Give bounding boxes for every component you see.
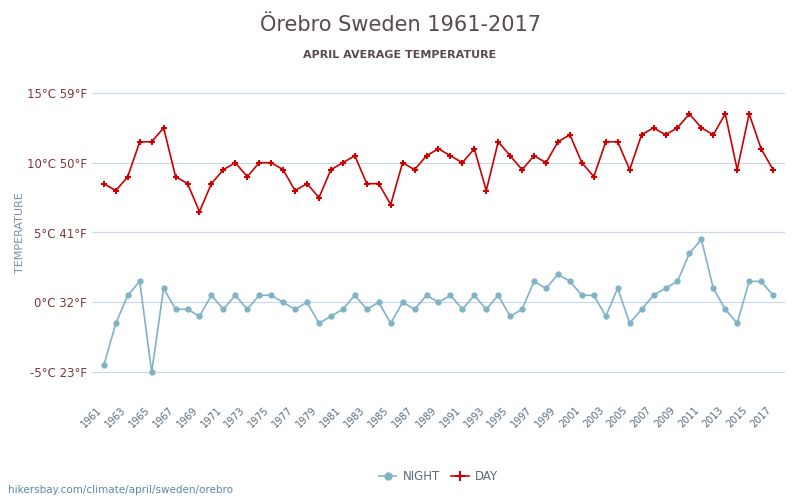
Text: Örebro Sweden 1961-2017: Örebro Sweden 1961-2017 bbox=[259, 15, 541, 35]
Text: hikersbay.com/climate/april/sweden/orebro: hikersbay.com/climate/april/sweden/orebr… bbox=[8, 485, 233, 495]
Legend: NIGHT, DAY: NIGHT, DAY bbox=[374, 466, 503, 488]
Y-axis label: TEMPERATURE: TEMPERATURE bbox=[15, 192, 25, 273]
Text: APRIL AVERAGE TEMPERATURE: APRIL AVERAGE TEMPERATURE bbox=[303, 50, 497, 60]
